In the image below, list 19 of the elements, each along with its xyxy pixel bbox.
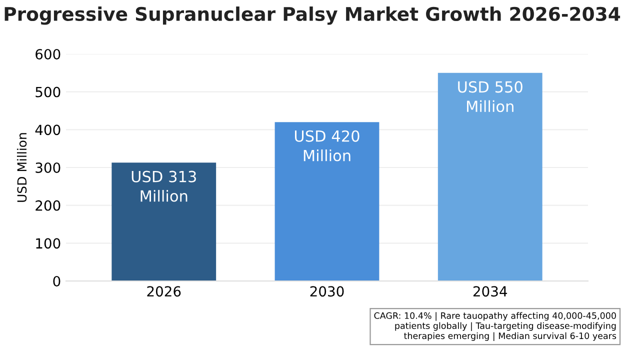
data-label: USD 550 Million [458,81,522,112]
data-label: USD 313 Million [132,170,196,202]
x-tick-label: 2030 [310,286,344,297]
bar [438,72,542,281]
y-tick-label: 400 [35,124,60,136]
y-tick-label: 300 [36,162,60,173]
y-tick-label: 200 [36,200,60,211]
bar [274,122,380,281]
x-tick-label: 2034 [473,286,508,297]
data-label: USD 420 Million [294,130,360,162]
bar [112,162,216,281]
chart-title: Progressive Supranuclear Palsy Market Growth 2026-2034 [4,6,620,25]
y-tick-label: 600 [36,48,60,60]
y-tick-label: 500 [36,86,60,98]
y-tick-label: 0 [53,276,60,286]
y-axis-title: USD Million [16,133,27,202]
x-tick-label: 2026 [147,286,181,297]
y-tick-label: 100 [36,238,60,249]
text: CAGR: 10.4% | Rare tauopathy affecting 40,000-45,000 patients globally | Tau-targeting disease-modifying therapies emerging | Median survival 6-10 years [374,312,616,342]
